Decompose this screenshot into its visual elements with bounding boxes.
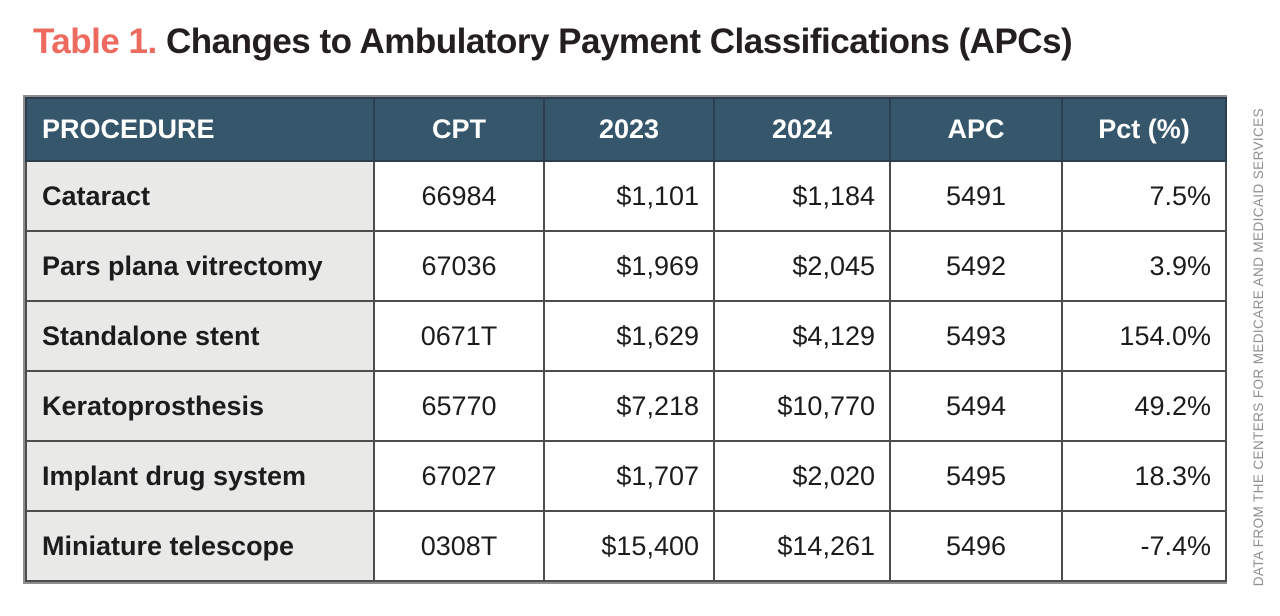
header-cell-apc: APC [889, 97, 1063, 162]
cell-2023-payment: $7,218 [543, 370, 715, 442]
cell-pct-change: 154.0% [1061, 300, 1227, 372]
cell-pct-change: 3.9% [1061, 230, 1227, 302]
cell-pct-change: 7.5% [1061, 160, 1227, 232]
cell-procedure: Implant drug system [25, 440, 375, 512]
data-source-credit: DATA FROM THE CENTERS FOR MEDICARE AND M… [1251, 107, 1266, 586]
table-row: Standalone stent 0671T $1,629 $4,129 549… [25, 300, 1227, 372]
cell-apc: 5496 [889, 510, 1063, 582]
header-row: PROCEDURE CPT 2023 2024 APC Pct (%) [25, 97, 1227, 162]
cell-2024-payment: $2,020 [713, 440, 891, 512]
cell-2024-payment: $14,261 [713, 510, 891, 582]
header-cell-2024: 2024 [713, 97, 891, 162]
cell-apc: 5495 [889, 440, 1063, 512]
header-cell-pct: Pct (%) [1061, 97, 1227, 162]
table-row: Implant drug system 67027 $1,707 $2,020 … [25, 440, 1227, 512]
cell-procedure: Standalone stent [25, 300, 375, 372]
table-number-label: Table 1. [33, 22, 157, 61]
cell-2023-payment: $1,969 [543, 230, 715, 302]
cell-apc: 5491 [889, 160, 1063, 232]
apc-table-frame: PROCEDURE CPT 2023 2024 APC Pct (%) Cata… [23, 95, 1227, 584]
cell-cpt: 66984 [373, 160, 545, 232]
cell-pct-change: 49.2% [1061, 370, 1227, 442]
cell-apc: 5494 [889, 370, 1063, 442]
cell-2023-payment: $1,101 [543, 160, 715, 232]
cell-2024-payment: $2,045 [713, 230, 891, 302]
cell-pct-change: -7.4% [1061, 510, 1227, 582]
cell-pct-change: 18.3% [1061, 440, 1227, 512]
cell-apc: 5493 [889, 300, 1063, 372]
header-cell-procedure: PROCEDURE [25, 97, 375, 162]
table-title-text: Changes to Ambulatory Payment Classifica… [156, 22, 1073, 61]
header-cell-2023: 2023 [543, 97, 715, 162]
cell-apc: 5492 [889, 230, 1063, 302]
header-cell-cpt: CPT [373, 97, 545, 162]
cell-cpt: 65770 [373, 370, 545, 442]
table-row: Keratoprosthesis 65770 $7,218 $10,770 54… [25, 370, 1227, 442]
cell-cpt: 67027 [373, 440, 545, 512]
cell-procedure: Cataract [25, 160, 375, 232]
cell-procedure: Miniature telescope [25, 510, 375, 582]
apc-table: PROCEDURE CPT 2023 2024 APC Pct (%) Cata… [25, 97, 1227, 582]
cell-2024-payment: $10,770 [713, 370, 891, 442]
cell-procedure: Pars plana vitrectomy [25, 230, 375, 302]
table-row: Miniature telescope 0308T $15,400 $14,26… [25, 510, 1227, 582]
cell-2024-payment: $1,184 [713, 160, 891, 232]
cell-2023-payment: $1,707 [543, 440, 715, 512]
cell-2024-payment: $4,129 [713, 300, 891, 372]
cell-cpt: 67036 [373, 230, 545, 302]
cell-cpt: 0671T [373, 300, 545, 372]
table-row: Pars plana vitrectomy 67036 $1,969 $2,04… [25, 230, 1227, 302]
cell-2023-payment: $15,400 [543, 510, 715, 582]
table-row: Cataract 66984 $1,101 $1,184 5491 7.5% [25, 160, 1227, 232]
cell-procedure: Keratoprosthesis [25, 370, 375, 442]
cell-cpt: 0308T [373, 510, 545, 582]
cell-2023-payment: $1,629 [543, 300, 715, 372]
page-title: Table 1. Changes to Ambulatory Payment C… [33, 22, 1073, 62]
